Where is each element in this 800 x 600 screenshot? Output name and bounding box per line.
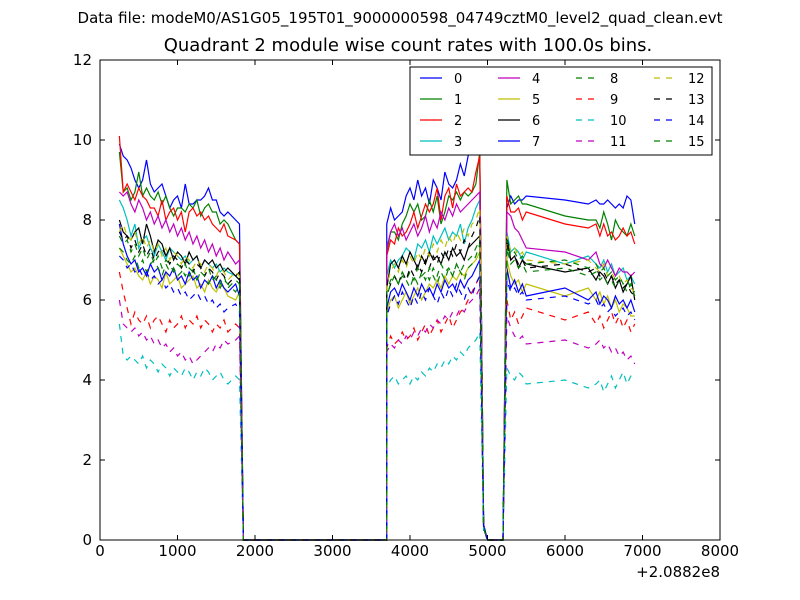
series-line-8	[118, 239, 636, 541]
x-tick-label: 8000	[701, 542, 739, 560]
series-line-4	[118, 190, 636, 541]
series-line-13	[118, 215, 636, 541]
y-tick-label: 6	[82, 291, 92, 309]
legend-label-15: 15	[688, 135, 705, 150]
legend-label-0: 0	[454, 72, 462, 87]
series-line-12	[118, 207, 636, 541]
x-tick-label: 2000	[236, 542, 274, 560]
legend-label-8: 8	[610, 72, 618, 87]
y-tick-label: 0	[82, 531, 92, 549]
legend-label-3: 3	[454, 135, 462, 150]
x-tick-label: 3000	[313, 542, 351, 560]
y-tick-label: 8	[82, 211, 92, 229]
legend-label-10: 10	[610, 114, 627, 129]
y-tick-label: 12	[73, 51, 92, 69]
y-tick-label: 10	[73, 131, 92, 149]
series-line-14	[118, 255, 636, 541]
legend-label-1: 1	[454, 93, 462, 108]
x-tick-label: 0	[95, 542, 105, 560]
legend-box	[409, 66, 713, 156]
chart-title: Quadrant 2 module wise count rates with …	[163, 35, 653, 56]
legend-label-7: 7	[532, 135, 540, 150]
series-line-0	[118, 142, 636, 541]
legend-label-5: 5	[532, 93, 540, 108]
series-line-11	[118, 287, 636, 541]
x-tick-label: 7000	[623, 542, 661, 560]
series-line-2	[118, 135, 636, 541]
x-tick-label: 6000	[546, 542, 584, 560]
legend-label-11: 11	[610, 135, 627, 150]
x-offset-label: +2.0882e8	[636, 563, 720, 581]
series-line-15	[118, 235, 636, 541]
series-line-10	[118, 323, 636, 541]
x-tick-label: 5000	[468, 542, 506, 560]
legend-label-13: 13	[688, 93, 705, 108]
legend-label-12: 12	[688, 72, 705, 87]
legend-label-6: 6	[532, 114, 540, 129]
legend-label-2: 2	[454, 114, 462, 129]
legend-label-14: 14	[688, 114, 705, 129]
series-line-1	[118, 151, 636, 541]
series-line-7	[118, 223, 636, 541]
x-tick-label: 4000	[391, 542, 429, 560]
legend-label-9: 9	[610, 93, 618, 108]
x-tick-label: 1000	[158, 542, 196, 560]
series-line-9	[118, 271, 636, 541]
y-tick-label: 2	[82, 451, 92, 469]
series-layer	[118, 135, 636, 541]
y-tick-label: 4	[82, 371, 92, 389]
legend-label-4: 4	[532, 72, 540, 87]
ticks-layer: 0 1000 2000 3000 4000 5000 6000 7000 80000246810…	[73, 51, 739, 560]
series-line-6	[118, 219, 636, 541]
series-line-5	[118, 247, 635, 541]
data-file-suptitle: Data file: modeM0/AS1G05_195T01_90000005…	[77, 9, 723, 27]
